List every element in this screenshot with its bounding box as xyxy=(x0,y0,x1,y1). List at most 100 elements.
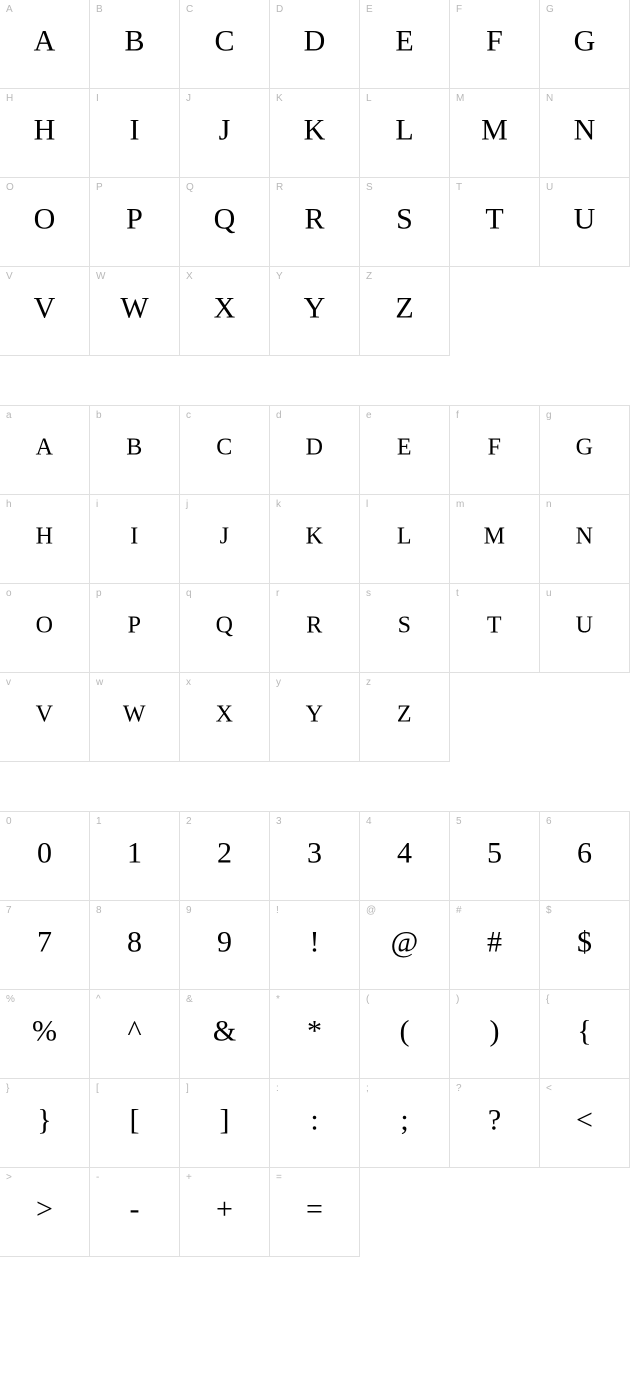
glyph-cell: hH xyxy=(0,494,90,584)
glyph-cell-glyph: ; xyxy=(400,1103,408,1137)
glyph-cell: UU xyxy=(539,177,630,267)
glyph-cell: $$ xyxy=(539,900,630,990)
glyph-cell-label: # xyxy=(456,905,462,916)
glyph-cell: oO xyxy=(0,583,90,673)
glyph-cell: 55 xyxy=(449,811,540,901)
glyph-cell: >> xyxy=(0,1167,90,1257)
glyph-cell: ** xyxy=(269,989,360,1079)
glyph-cell-label: $ xyxy=(546,905,552,916)
glyph-cell: KK xyxy=(269,88,360,178)
glyph-cell: << xyxy=(539,1078,630,1168)
glyph-cell-label: B xyxy=(96,4,103,15)
glyph-cell-glyph: K xyxy=(304,113,326,147)
glyph-cell: YY xyxy=(269,266,360,356)
glyph-cell-label: a xyxy=(6,410,12,421)
glyph-cell-label: : xyxy=(276,1083,279,1094)
glyph-cell-label: ) xyxy=(456,994,459,1005)
glyph-cell: xX xyxy=(179,672,270,762)
glyph-cell-label: U xyxy=(546,182,553,193)
glyph-cell: ^^ xyxy=(89,989,180,1079)
glyph-cell-label: v xyxy=(6,677,11,688)
glyph-cell-label: K xyxy=(276,93,283,104)
glyph-cell-label: * xyxy=(276,994,280,1005)
glyph-cell-label: l xyxy=(366,499,368,510)
glyph-cell-glyph: ^ xyxy=(127,1014,141,1048)
glyph-cell-label: 3 xyxy=(276,816,282,827)
glyph-cell-glyph: ! xyxy=(310,925,320,959)
glyph-cell-glyph: G xyxy=(576,434,594,461)
glyph-cell: RR xyxy=(269,177,360,267)
glyph-cell: NN xyxy=(539,88,630,178)
glyph-cell-glyph: ] xyxy=(220,1103,230,1137)
glyph-cell: bB xyxy=(89,405,180,495)
glyph-cell: XX xyxy=(179,266,270,356)
glyph-cell-glyph: A xyxy=(36,434,54,461)
glyph-cell-glyph: I xyxy=(130,523,139,550)
glyph-cell-label: h xyxy=(6,499,12,510)
glyph-cell-glyph: 8 xyxy=(127,925,142,959)
glyph-cell: cC xyxy=(179,405,270,495)
glyph-cell: @@ xyxy=(359,900,450,990)
glyph-cell-glyph: M xyxy=(484,523,506,550)
glyph-cell: LL xyxy=(359,88,450,178)
glyph-cell-glyph: 6 xyxy=(577,836,592,870)
glyph-cell: gG xyxy=(539,405,630,495)
glyph-cell-label: G xyxy=(546,4,554,15)
glyph-cell: 77 xyxy=(0,900,90,990)
glyph-cell: DD xyxy=(269,0,360,89)
glyph-cell: }} xyxy=(0,1078,90,1168)
glyph-cell: {{ xyxy=(539,989,630,1079)
glyph-cell-label: < xyxy=(546,1083,552,1094)
glyph-cell-label: 4 xyxy=(366,816,372,827)
glyph-cell-glyph: F xyxy=(488,434,502,461)
glyph-cell-label: w xyxy=(96,677,103,688)
glyph-cell-glyph: 3 xyxy=(307,836,322,870)
glyph-cell-glyph: C xyxy=(216,434,233,461)
glyph-cell-glyph: 0 xyxy=(37,836,52,870)
glyph-cell-label: 8 xyxy=(96,905,102,916)
glyph-cell-glyph: + xyxy=(216,1192,233,1226)
glyph-cell: qQ xyxy=(179,583,270,673)
glyph-cell-label: x xyxy=(186,677,191,688)
glyph-cell-label: N xyxy=(546,93,553,104)
glyph-cell-label: z xyxy=(366,677,371,688)
glyph-cell-glyph: D xyxy=(306,434,324,461)
glyph-cell-glyph: G xyxy=(574,24,596,58)
glyph-cell-glyph: Z xyxy=(397,701,412,728)
glyph-cell-glyph: W xyxy=(120,291,148,325)
glyph-cell-glyph: U xyxy=(576,612,594,639)
glyph-cell-label: I xyxy=(96,93,99,104)
glyph-cell-glyph: L xyxy=(397,523,412,550)
glyph-cell: wW xyxy=(89,672,180,762)
glyph-cell-label: C xyxy=(186,4,193,15)
glyph-cell-label: k xyxy=(276,499,281,510)
glyph-cell-label: & xyxy=(186,994,193,1005)
glyph-cell-label: o xyxy=(6,588,12,599)
glyph-cell-label: ( xyxy=(366,994,369,1005)
glyph-cell-glyph: J xyxy=(219,113,231,147)
glyph-cell-label: F xyxy=(456,4,462,15)
glyph-cell: yY xyxy=(269,672,360,762)
glyph-cell-label: j xyxy=(186,499,188,510)
glyph-cell: TT xyxy=(449,177,540,267)
glyph-cell-glyph: V xyxy=(36,701,54,728)
glyph-cell-glyph: & xyxy=(213,1014,236,1048)
glyph-cell-glyph: C xyxy=(214,24,234,58)
glyph-cell: VV xyxy=(0,266,90,356)
glyph-cell-label: d xyxy=(276,410,282,421)
glyph-cell-glyph: A xyxy=(34,24,56,58)
glyph-cell: (( xyxy=(359,989,450,1079)
glyph-cell-glyph: D xyxy=(304,24,326,58)
glyph-cell-label: [ xyxy=(96,1083,99,1094)
glyph-cell-label: X xyxy=(186,271,193,282)
glyph-cell-glyph: ) xyxy=(490,1014,500,1048)
glyph-cell-label: ] xyxy=(186,1083,189,1094)
glyph-cell: eE xyxy=(359,405,450,495)
glyph-cell: AA xyxy=(0,0,90,89)
glyph-cell-label: 7 xyxy=(6,905,12,916)
glyph-cell: jJ xyxy=(179,494,270,584)
glyph-cell: GG xyxy=(539,0,630,89)
glyph-cell-label: b xyxy=(96,410,102,421)
glyph-cell-glyph: > xyxy=(36,1192,53,1226)
glyph-cell-glyph: < xyxy=(576,1103,593,1137)
